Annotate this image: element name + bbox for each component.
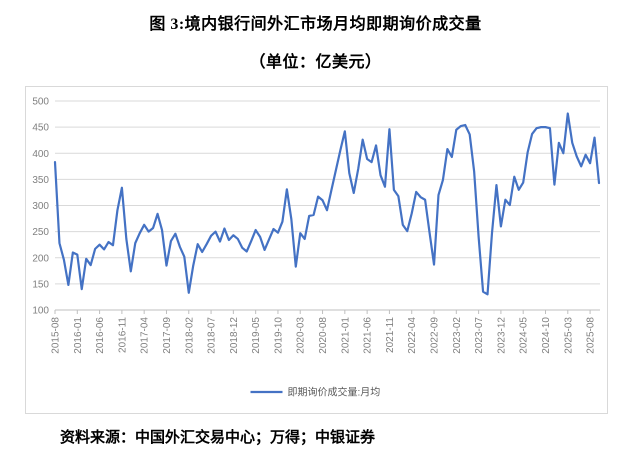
x-tick-label: 2016-06 <box>95 317 106 354</box>
y-tick-label: 250 <box>32 227 49 238</box>
x-tick-label: 2018-02 <box>184 317 195 354</box>
y-tick-label: 150 <box>32 279 49 290</box>
chart-subtitle-unit: （单位：亿美元） <box>249 54 382 71</box>
x-tick-label: 2021-06 <box>363 317 374 354</box>
x-tick-label: 2025-03 <box>563 317 574 354</box>
x-tick-label: 2024-10 <box>541 317 552 354</box>
x-tick-label: 2018-07 <box>207 317 218 354</box>
y-tick-label: 200 <box>32 253 49 264</box>
y-tick-label: 350 <box>32 175 49 186</box>
y-tick-label: 100 <box>32 306 49 317</box>
x-tick-label: 2021-01 <box>340 317 351 354</box>
data-source-note: 资料来源：中国外汇交易中心；万得；中银证券 <box>60 430 376 446</box>
chart-border <box>25 86 608 414</box>
chart-frame: 100 150 200 250 300 350 400 450 500 2015-08 2016-0… <box>25 86 608 414</box>
chart-title: 图 3:境内银行间外汇市场月均即期询价成交量 <box>149 16 482 33</box>
x-tick-label: 2016-11 <box>117 317 128 353</box>
data-line-series <box>53 112 601 296</box>
x-tick-label: 2024-05 <box>519 317 530 354</box>
x-tick-label: 2018-12 <box>229 317 240 354</box>
x-tick-label: 2023-07 <box>474 317 485 354</box>
x-tick-label: 2019-05 <box>251 317 262 354</box>
line-chart: 100 150 200 250 300 350 400 450 500 2015-08 2016-0… <box>25 86 608 414</box>
x-tick-label: 2017-04 <box>140 317 151 354</box>
x-tick-label: 2017-09 <box>162 317 173 354</box>
x-tick-label: 2020-08 <box>318 317 329 354</box>
x-tick-label: 2025-08 <box>586 317 597 354</box>
x-tick-label: 2020-03 <box>296 317 307 354</box>
x-tick-label: 2015-08 <box>51 317 62 354</box>
y-tick-label: 450 <box>32 123 49 134</box>
x-tick-label: 2019-10 <box>273 317 284 354</box>
x-tick-label: 2022-09 <box>430 317 441 354</box>
x-tick-label: 2023-12 <box>496 317 507 354</box>
x-tick-label: 2022-04 <box>407 317 418 354</box>
y-tick-label: 400 <box>32 149 49 160</box>
x-tick-label: 2021-11 <box>385 317 396 353</box>
y-tick-label: 300 <box>32 201 49 212</box>
x-tick-label: 2023-02 <box>452 317 463 354</box>
x-tick-label: 2016-01 <box>73 317 84 354</box>
y-tick-label: 500 <box>32 97 49 108</box>
legend-label: 即期询价成交量:月均 <box>288 386 381 399</box>
